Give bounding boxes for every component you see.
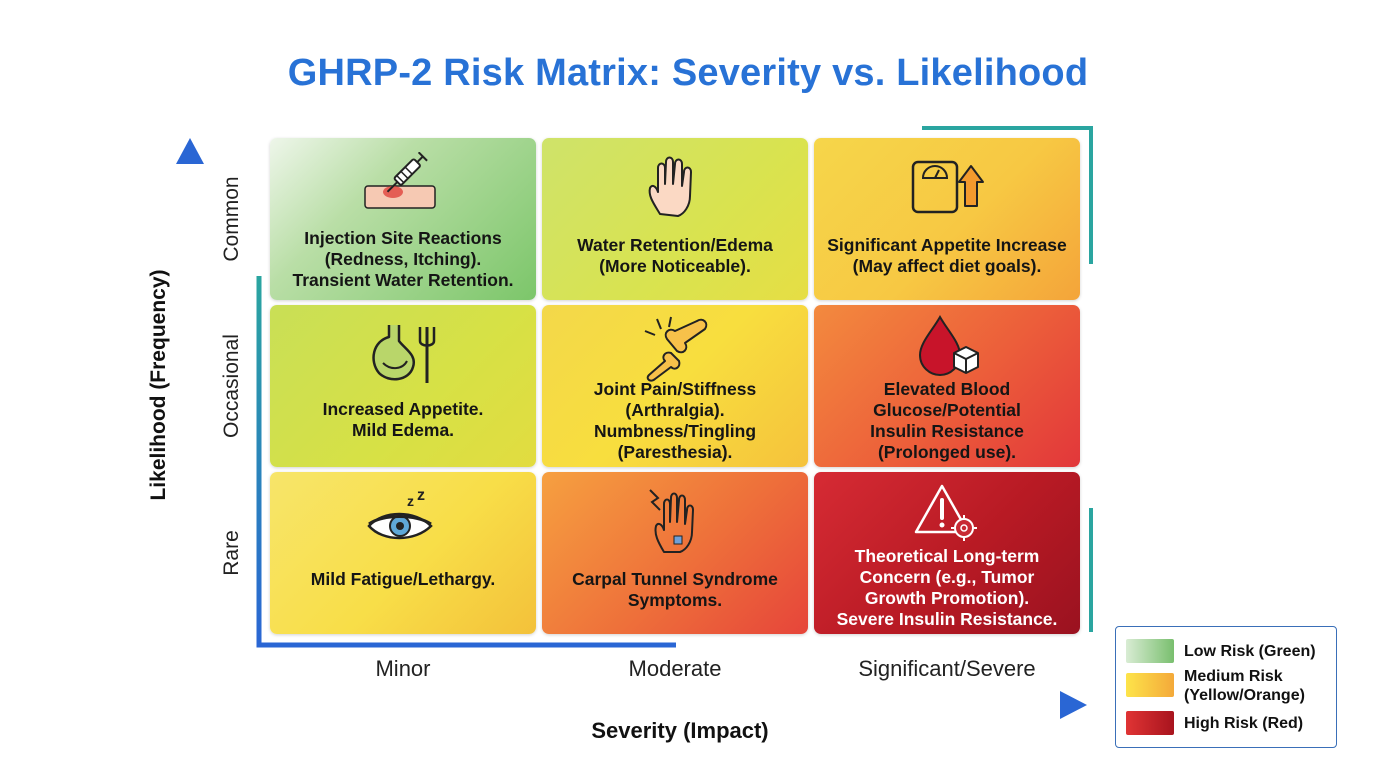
legend-label: High Risk (Red) <box>1184 715 1304 732</box>
row-label-common: Common <box>220 176 243 262</box>
syringe-icon <box>364 152 436 209</box>
cell-occasional-minor: Increased Appetite. Mild Edema. <box>270 305 536 467</box>
legend-label: Low Risk (Green) <box>1184 643 1316 660</box>
swollen-hand-icon <box>648 156 692 217</box>
cell-text: Injection Site Reactions (Redness, Itchi… <box>292 228 514 290</box>
cell-common-severe: Significant Appetite Increase (May affec… <box>814 138 1080 300</box>
cell-occasional-moderate: Joint Pain/Stiffness (Arthralgia). Numbn… <box>542 305 808 467</box>
col-label-minor: Minor <box>375 656 431 681</box>
row-label-occasional: Occasional <box>220 334 243 438</box>
cell-text: Water Retention/Edema (More Noticeable). <box>577 235 773 276</box>
cell-occasional-severe: Elevated Blood Glucose/Potential Insulin… <box>814 305 1080 467</box>
row-label-rare: Rare <box>220 530 243 576</box>
cell-common-minor: Injection Site Reactions (Redness, Itchi… <box>270 138 536 300</box>
legend: Low Risk (Green) Medium Risk (Yellow/Ora… <box>1115 626 1337 748</box>
legend-label: Medium Risk (Yellow/Orange) <box>1184 668 1305 704</box>
cell-text: Theoretical Long-term Concern (e.g., Tum… <box>836 546 1058 629</box>
col-label-moderate: Moderate <box>628 656 722 681</box>
joint-pain-icon <box>644 316 708 382</box>
blood-drop-sugar-icon <box>918 314 979 377</box>
svg-text:z: z <box>407 493 414 509</box>
y-axis-title: Likelihood (Frequency) <box>147 269 170 501</box>
scale-arrow-up-icon <box>911 160 984 214</box>
cell-rare-severe: Theoretical Long-term Concern (e.g., Tum… <box>814 472 1080 634</box>
col-label-severe: Significant/Severe <box>858 656 1036 681</box>
page-title: GHRP-2 Risk Matrix: Severity vs. Likelih… <box>287 52 1089 94</box>
cell-text: Significant Appetite Increase (May affec… <box>827 235 1067 276</box>
legend-swatch-high <box>1126 711 1174 735</box>
cell-text: Carpal Tunnel Syndrome Symptoms. <box>572 569 778 610</box>
cell-text: Mild Fatigue/Lethargy. <box>310 569 496 589</box>
cell-rare-moderate: Carpal Tunnel Syndrome Symptoms. <box>542 472 808 634</box>
x-axis-title: Severity (Impact) <box>591 718 769 743</box>
cell-common-moderate: Water Retention/Edema (More Noticeable). <box>542 138 808 300</box>
stomach-fork-icon <box>372 325 436 383</box>
legend-swatch-medium <box>1126 673 1174 697</box>
cell-text: Increased Appetite. Mild Edema. <box>322 399 484 440</box>
cell-text: Elevated Blood Glucose/Potential Insulin… <box>870 379 1024 462</box>
hand-nerve-icon <box>649 489 694 553</box>
legend-swatch-low <box>1126 639 1174 663</box>
svg-text:z: z <box>417 487 425 504</box>
cell-text: Joint Pain/Stiffness (Arthralgia). Numbn… <box>593 379 757 462</box>
cell-rare-minor: z z Mild Fatigue/Lethargy. <box>270 472 536 634</box>
warning-cell-icon <box>914 484 977 541</box>
sleepy-eye-icon: z z <box>367 487 433 540</box>
